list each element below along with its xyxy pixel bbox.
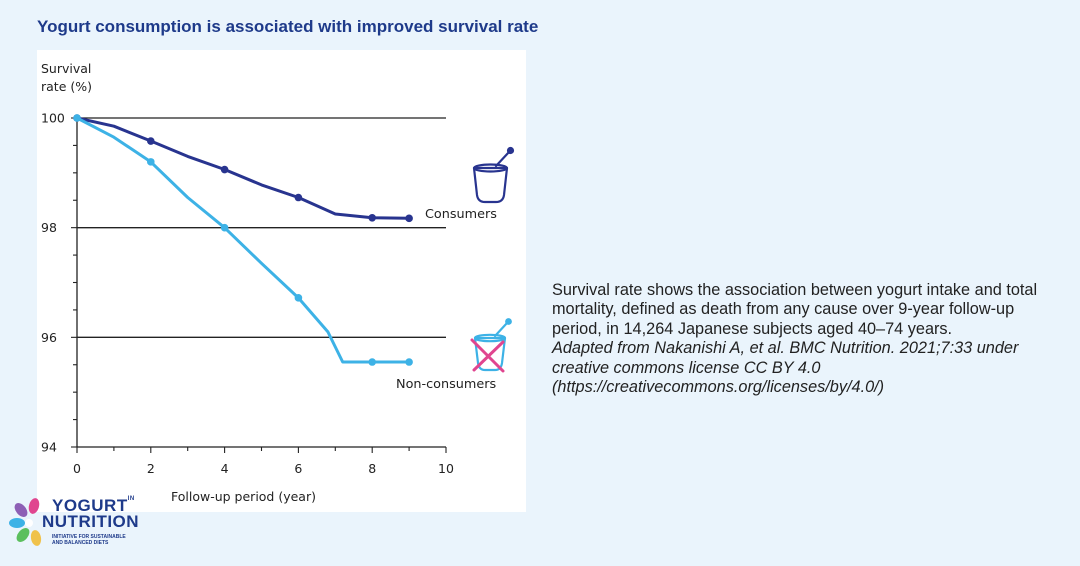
- survival-chart: 94 96 98 100 0 2 4 6 8 10 Survival rate (%) Follow-u…: [41, 61, 515, 504]
- yogurt-cup-icon: [472, 146, 515, 204]
- x-tick-label: 6: [294, 461, 302, 476]
- logo-word-yogurt: YOGURTIN: [52, 496, 135, 515]
- flower-logo-icon: [9, 498, 42, 546]
- chart-title: Yogurt consumption is associated with im…: [37, 17, 539, 36]
- crossed-yogurt-cup-icon: [470, 318, 512, 373]
- consumers-point: [147, 137, 155, 145]
- x-axis-label: Follow-up period (year): [171, 489, 316, 504]
- non-consumers-label: Non-consumers: [396, 377, 496, 392]
- non-consumers-point: [405, 358, 413, 366]
- caption-source: Adapted from Nakanishi A, et al. BMC Nut…: [552, 339, 1019, 397]
- x-tick-label: 8: [368, 461, 376, 476]
- caption-body: Survival rate shows the association betw…: [552, 281, 1038, 338]
- y-tick-label: 96: [41, 330, 57, 345]
- non-consumers-line: [75, 116, 411, 364]
- y-tick-label: 98: [41, 220, 57, 235]
- x-tick-label: 2: [147, 461, 155, 476]
- x-tick-label: 10: [438, 461, 454, 476]
- consumers-point: [220, 165, 229, 174]
- non-consumers-point: [368, 358, 377, 366]
- non-consumers-point: [73, 114, 81, 122]
- consumers-point: [405, 214, 413, 223]
- chart-panel: 94 96 98 100 0 2 4 6 8 10 Survival rate (%) Follow-u…: [37, 50, 526, 512]
- logo: YOGURTIN NUTRITION INITIATIVE FOR SUSTAI…: [8, 494, 158, 558]
- x-tick-label: 4: [221, 461, 229, 476]
- y-tick-label: 100: [41, 111, 65, 126]
- logo-tagline: INITIATIVE FOR SUSTAINABLE AND BALANCED D…: [52, 534, 126, 546]
- caption: Survival rate shows the association betw…: [552, 281, 1052, 397]
- logo-word-nutrition: NUTRITION: [42, 512, 140, 531]
- y-axis-label: Survival: [41, 61, 91, 76]
- consumers-point: [294, 193, 303, 202]
- x-tick-label: 0: [73, 461, 81, 476]
- non-consumers-point: [220, 223, 229, 232]
- y-axis-label: rate (%): [41, 79, 92, 94]
- non-consumers-point: [147, 158, 155, 166]
- consumers-line: [75, 116, 411, 220]
- consumers-point: [368, 213, 377, 222]
- consumers-label: Consumers: [425, 207, 497, 222]
- y-tick-label: 94: [41, 440, 57, 455]
- non-consumers-point: [294, 294, 303, 302]
